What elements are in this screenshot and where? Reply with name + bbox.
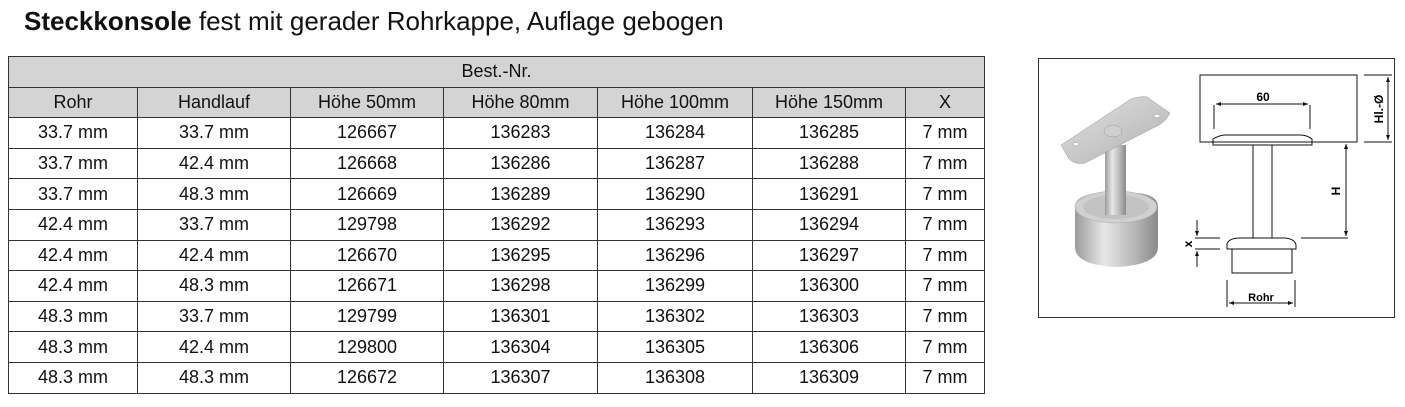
table-cell: 126668	[290, 147, 444, 180]
table-cell: 129800	[290, 331, 444, 363]
table-cell: 48.3 mm	[8, 331, 138, 363]
table-cell: 136294	[752, 208, 906, 241]
table-cell: 136304	[443, 331, 598, 363]
column-header: Rohr	[8, 86, 138, 119]
dim-x-label: x	[1181, 240, 1195, 247]
table-cell: 48.3 mm	[137, 270, 291, 302]
column-header: Höhe 50mm	[290, 86, 444, 119]
table-cell: 136296	[597, 239, 753, 272]
table-cell: 7 mm	[905, 361, 985, 394]
table-cell: 136290	[597, 178, 753, 210]
table-cell: 136297	[752, 239, 906, 272]
technical-drawing	[1195, 74, 1392, 307]
diagram-frame	[1038, 58, 1395, 318]
column-header: Höhe 100mm	[597, 86, 753, 119]
table-row: 48.3 mm 48.3 mm 126672 136307 136308 136309 7 …	[8, 361, 985, 394]
table-cell: 136288	[752, 147, 906, 180]
table-cell: 129798	[290, 208, 444, 241]
table-cell: 126670	[290, 239, 444, 272]
table-cell: 136308	[597, 361, 753, 394]
column-header: Handlauf	[137, 86, 291, 119]
table-cell: 33.7 mm	[137, 300, 291, 333]
table-cell: 7 mm	[905, 117, 985, 149]
table-row: 42.4 mm 33.7 mm 129798 136292 136293 136294 7 …	[8, 208, 985, 241]
table-cell: 33.7 mm	[8, 147, 138, 180]
table-cell: 42.4 mm	[137, 331, 291, 363]
column-header: Höhe 150mm	[752, 86, 906, 119]
table-cell: 33.7 mm	[8, 178, 138, 210]
table-cell: 136289	[443, 178, 598, 210]
dim-tube-label: Rohr	[1248, 292, 1274, 304]
table-cell: 42.4 mm	[8, 270, 138, 302]
table-cell: 136302	[597, 300, 753, 333]
product-3d-image	[1060, 96, 1171, 267]
table-cell: 42.4 mm	[8, 208, 138, 241]
group-header: Best.-Nr.	[8, 56, 985, 88]
table-cell: 136305	[597, 331, 753, 363]
dim-handrail-label: Hl.-Ø	[1372, 95, 1386, 124]
table-row: 33.7 mm 42.4 mm 126668 136286 136287 136288 7 …	[8, 147, 985, 180]
table-cell: 33.7 mm	[8, 117, 138, 149]
table-cell: 136295	[443, 239, 598, 272]
table-cell: 126667	[290, 117, 444, 149]
table-cell: 129799	[290, 300, 444, 333]
page-title: Steckkonsole fest mit gerader Rohrkappe,…	[24, 6, 724, 36]
table-cell: 126671	[290, 270, 444, 302]
table-cell: 33.7 mm	[137, 208, 291, 241]
table-cell: 136300	[752, 270, 906, 302]
table-cell: 136307	[443, 361, 598, 394]
table-cell: 7 mm	[905, 331, 985, 363]
table-cell: 136293	[597, 208, 753, 241]
column-header: Höhe 80mm	[443, 86, 598, 119]
table-cell: 48.3 mm	[8, 300, 138, 333]
table-cell: 48.3 mm	[8, 361, 138, 394]
order-number-table: Best.-Nr. Rohr Handlauf Höhe 50mm Höhe 80mm…	[8, 56, 985, 394]
column-header: X	[905, 86, 985, 119]
table-cell: 136303	[752, 300, 906, 333]
dim-height-label: H	[1329, 187, 1343, 196]
table-cell: 7 mm	[905, 270, 985, 302]
table-cell: 33.7 mm	[137, 117, 291, 149]
table-cell: 7 mm	[905, 300, 985, 333]
table-cell: 136299	[597, 270, 753, 302]
table-cell: 136283	[443, 117, 598, 149]
table-row: 42.4 mm 48.3 mm 126671 136298 136299 136300 7 …	[8, 270, 985, 302]
table-cell: 42.4 mm	[137, 147, 291, 180]
table-row: 48.3 mm 42.4 mm 129800 136304 136305 136306 7 …	[8, 331, 985, 363]
table-row: 33.7 mm 33.7 mm 126667 136283 136284 136285 7 …	[8, 117, 985, 149]
table-cell: 42.4 mm	[137, 239, 291, 272]
table-cell: 136291	[752, 178, 906, 210]
table-cell: 7 mm	[905, 239, 985, 272]
table-cell: 136286	[443, 147, 598, 180]
table-cell: 136292	[443, 208, 598, 241]
table-cell: 136285	[752, 117, 906, 149]
table-cell: 48.3 mm	[137, 178, 291, 210]
table-cell: 42.4 mm	[8, 239, 138, 272]
dim-width-label: 60	[1256, 90, 1270, 104]
table-cell: 7 mm	[905, 208, 985, 241]
table-cell: 136287	[597, 147, 753, 180]
table-cell: 136301	[443, 300, 598, 333]
table-cell: 126669	[290, 178, 444, 210]
table-row: 42.4 mm 42.4 mm 126670 136295 136296 136297 7 …	[8, 239, 985, 272]
table-cell: 136298	[443, 270, 598, 302]
table-cell: 48.3 mm	[137, 361, 291, 394]
table-cell: 7 mm	[905, 178, 985, 210]
table-cell: 136306	[752, 331, 906, 363]
table-row: 48.3 mm 33.7 mm 129799 136301 136302 136303 7 …	[8, 300, 985, 333]
product-diagram: 60 Rohr H Hl.-Ø x	[1038, 58, 1395, 318]
table-cell: 7 mm	[905, 147, 985, 180]
table-cell: 126672	[290, 361, 444, 394]
table-cell: 136309	[752, 361, 906, 394]
table-row: 33.7 mm 48.3 mm 126669 136289 136290 136291 7 …	[8, 178, 985, 210]
table-cell: 136284	[597, 117, 753, 149]
